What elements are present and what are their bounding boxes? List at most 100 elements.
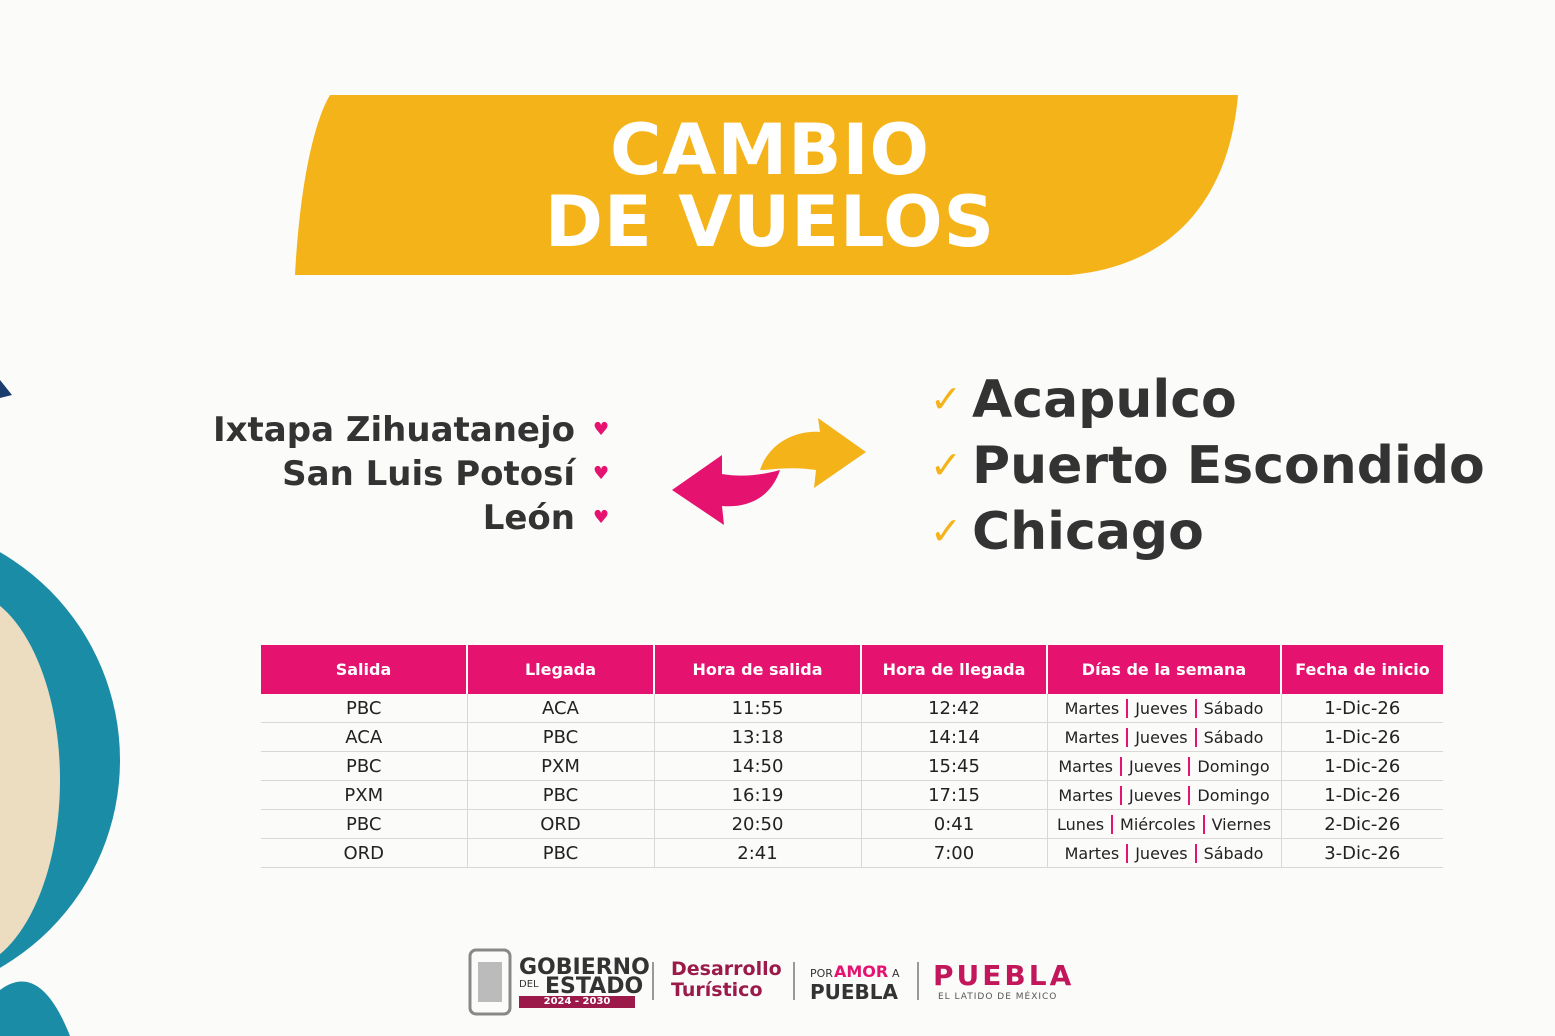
table-cell: 12:42 — [861, 694, 1048, 723]
separator — [793, 962, 795, 1000]
separator — [917, 962, 919, 1000]
table-cell: PBC — [467, 838, 655, 868]
logo-text: Turístico — [671, 979, 763, 1001]
days-cell: Martes Jueves Domingo — [1047, 751, 1282, 781]
weekday: Sábado — [1194, 698, 1264, 718]
heart-icon: ♥ — [593, 507, 610, 528]
days-cell: Martes Jueves Sábado — [1047, 838, 1282, 868]
destination-city: Chicago — [972, 502, 1204, 562]
days-cell: Lunes Miércoles Viernes — [1047, 809, 1282, 839]
table-row: ORD PBC 2:41 7:00 Martes Jueves Sábado 3-Dic-26 — [261, 838, 1443, 868]
coat-of-arms — [468, 948, 512, 1016]
weekday: Viernes — [1202, 814, 1272, 834]
table-cell: 11:55 — [654, 694, 862, 723]
weekday: Jueves — [1126, 727, 1188, 747]
separator — [652, 962, 654, 1000]
table-cell: 14:14 — [861, 722, 1048, 752]
logo-text: PUEBLA — [810, 980, 899, 1004]
logo-text: A — [892, 967, 900, 980]
weekday: Jueves — [1120, 756, 1182, 776]
logo-text: EL LATIDO DE MÉXICO — [938, 992, 1058, 1002]
table-cell: PBC — [261, 751, 468, 781]
weekday: Martes — [1058, 785, 1114, 805]
beige-shape — [0, 605, 60, 955]
title: CAMBIO — [609, 109, 931, 191]
table-cell: PBC — [467, 780, 655, 810]
table-row: PBC ACA 11:55 12:42 Martes Jueves Sábado 1-Dic-… — [261, 694, 1443, 723]
weekday: Miércoles — [1111, 814, 1196, 834]
table-cell: 7:00 — [861, 838, 1048, 868]
weekday: Sábado — [1194, 727, 1264, 747]
logo-text: Desarrollo — [671, 958, 782, 980]
logo-text: 2024 - 2030 — [519, 996, 635, 1008]
table-cell: PBC — [467, 722, 655, 752]
table-cell: ACA — [261, 722, 468, 752]
table-row: PXM PBC 16:19 17:15 Martes Jueves Domingo 1-Dic… — [261, 780, 1443, 810]
weekday: Jueves — [1126, 843, 1188, 863]
weekday: Domingo — [1188, 756, 1270, 776]
weekday: Martes — [1064, 698, 1120, 718]
teal-shape — [0, 981, 70, 1036]
table-body: PBC ACA 11:55 12:42 Martes Jueves Sábado 1-Dic-… — [261, 694, 1443, 868]
days-cell: Martes Jueves Sábado — [1047, 694, 1282, 723]
table-cell: 2-Dic-26 — [1281, 809, 1443, 839]
weekday: Sábado — [1194, 843, 1264, 863]
weekday: Martes — [1064, 727, 1120, 747]
heart-icon: ♥ — [593, 463, 610, 484]
flight-table: Salida Llegada Hora de salida Hora de llega… — [261, 645, 1443, 868]
table-cell: 1-Dic-26 — [1281, 751, 1443, 781]
arrow-right — [760, 418, 866, 488]
column-header: Días de la semana — [1047, 645, 1282, 694]
days-cell: Martes Jueves Sábado — [1047, 722, 1282, 752]
table-cell: PXM — [467, 751, 655, 781]
table-cell: PXM — [261, 780, 468, 810]
table-cell: 20:50 — [654, 809, 862, 839]
logo-text: AMOR — [834, 962, 889, 981]
weekday: Martes — [1064, 843, 1120, 863]
logo-text: GOBIERNO — [519, 955, 650, 980]
table-cell: ORD — [261, 838, 468, 868]
days-cell: Martes Jueves Domingo — [1047, 780, 1282, 810]
table-cell: 16:19 — [654, 780, 862, 810]
table-cell: 1-Dic-26 — [1281, 780, 1443, 810]
weekday: Lunes — [1056, 814, 1105, 834]
logo-text: POR — [810, 967, 833, 980]
table-row: PBC ORD 20:50 0:41 Lunes Miércoles Viernes 2-Di… — [261, 809, 1443, 839]
table-cell: 2:41 — [654, 838, 862, 868]
logo-text: PUEBLA — [933, 959, 1075, 992]
header-row: Salida Llegada Hora de salida Hora de llega… — [261, 645, 1443, 694]
banner-shape — [295, 95, 1238, 275]
destination-city: Puerto Escondido — [972, 436, 1485, 496]
origin-city: Ixtapa Zihuatanejo — [212, 410, 575, 450]
table-cell: ACA — [467, 694, 655, 723]
arrow-left — [672, 455, 780, 525]
weekday: Domingo — [1188, 785, 1270, 805]
check-icon: ✓ — [930, 509, 962, 553]
table-row: PBC PXM 14:50 15:45 Martes Jueves Domingo 1-Dic… — [261, 751, 1443, 781]
origin-city: León — [482, 498, 575, 538]
check-icon: ✓ — [930, 377, 962, 421]
table-cell: 17:15 — [861, 780, 1048, 810]
logo-text: ESTADO — [545, 974, 644, 999]
table-cell: ORD — [467, 809, 655, 839]
origin-city: San Luis Potosí — [282, 454, 575, 494]
check-icon: ✓ — [930, 443, 962, 487]
table-cell: 0:41 — [861, 809, 1048, 839]
table-cell: 14:50 — [654, 751, 862, 781]
column-header: Salida — [261, 645, 468, 694]
column-header: Hora de llegada — [861, 645, 1048, 694]
table-cell: 3-Dic-26 — [1281, 838, 1443, 868]
title-banner — [295, 95, 1238, 275]
logo-text: DEL — [519, 979, 539, 990]
table-cell: PBC — [261, 809, 468, 839]
table-cell: PBC — [261, 694, 468, 723]
column-header: Hora de salida — [654, 645, 862, 694]
table-cell: 15:45 — [861, 751, 1048, 781]
column-header: Llegada — [467, 645, 655, 694]
weekday: Martes — [1058, 756, 1114, 776]
heart-icon: ♥ — [593, 419, 610, 440]
navy-shape — [0, 380, 12, 398]
